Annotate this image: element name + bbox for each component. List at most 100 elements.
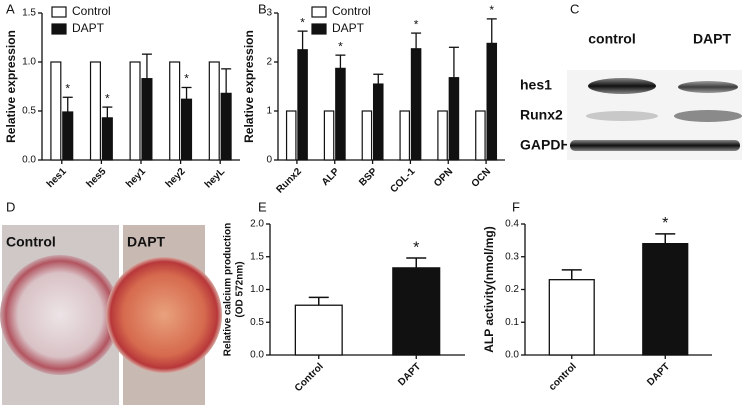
bar bbox=[141, 78, 153, 161]
x-tick-label: hes1 bbox=[45, 166, 69, 190]
y-axis-label: ALP activity(nmol/mg) bbox=[482, 226, 496, 352]
photo-panel: D Control DAPT bbox=[0, 199, 222, 405]
y-axis-label: Relative expression bbox=[4, 30, 18, 143]
y-tick-label: 3 bbox=[266, 8, 272, 19]
bar bbox=[399, 110, 411, 161]
bar bbox=[62, 111, 74, 161]
x-tick-label: heyL bbox=[203, 166, 227, 190]
y-tick-label: 0.5 bbox=[22, 106, 36, 117]
y-tick-label: 0.2 bbox=[505, 284, 519, 295]
bar bbox=[101, 117, 113, 161]
bar bbox=[642, 242, 689, 356]
blot-panel: C control DAPT hes1 Runx2 GAPDH bbox=[520, 1, 742, 160]
blot-row: Runx2 bbox=[520, 107, 563, 123]
significance: * bbox=[338, 39, 343, 53]
y-tick-label: 0 bbox=[266, 155, 272, 166]
y-tick-label: 0.5 bbox=[250, 317, 264, 328]
panel-letter: D bbox=[6, 199, 15, 214]
legend-swatch bbox=[311, 6, 327, 18]
bar bbox=[475, 110, 486, 161]
legend-swatch bbox=[51, 23, 67, 35]
photo-label: Control bbox=[6, 234, 56, 250]
y-tick-label: 2.0 bbox=[250, 219, 264, 230]
bar bbox=[437, 110, 448, 161]
blot-column: DAPT bbox=[693, 31, 732, 47]
legend-label: DAPT bbox=[332, 21, 365, 35]
y-tick-label: 1 bbox=[266, 106, 272, 117]
bar bbox=[372, 83, 384, 161]
y-tick-label: 0.4 bbox=[505, 219, 519, 230]
x-tick-label: hey1 bbox=[124, 166, 148, 190]
bar bbox=[323, 110, 335, 161]
blot-band bbox=[586, 111, 658, 121]
y-tick-label: 0.3 bbox=[505, 251, 519, 262]
y-tick-label: 2 bbox=[266, 57, 272, 68]
blot-band bbox=[570, 140, 740, 151]
significance: * bbox=[300, 15, 305, 29]
y-tick-label: 0.0 bbox=[505, 350, 519, 361]
blot-band bbox=[588, 78, 656, 94]
y-axis-label: Relative expression bbox=[242, 30, 256, 143]
bar bbox=[410, 48, 422, 161]
significance: * bbox=[662, 215, 668, 232]
dish bbox=[106, 257, 222, 373]
significance: * bbox=[414, 17, 419, 31]
x-tick-label: ALP bbox=[320, 166, 342, 188]
x-tick-label: DAPT bbox=[645, 361, 672, 388]
panel-letter: E bbox=[258, 199, 267, 214]
bar bbox=[50, 61, 62, 161]
x-tick-label: hey2 bbox=[164, 166, 188, 190]
bar bbox=[548, 279, 595, 356]
x-tick-label: OPN bbox=[432, 166, 455, 189]
blot-row: GAPDH bbox=[520, 137, 571, 153]
bar bbox=[208, 61, 220, 161]
x-tick-label: Control bbox=[293, 361, 326, 394]
x-tick-label: OCN bbox=[470, 166, 494, 190]
panel-letter: A bbox=[6, 1, 15, 16]
legend-label: Control bbox=[332, 4, 371, 18]
bar bbox=[486, 42, 498, 161]
bar bbox=[294, 304, 343, 356]
blot-column: control bbox=[588, 31, 635, 47]
bar bbox=[448, 77, 460, 161]
bar bbox=[129, 61, 141, 161]
photo-label: DAPT bbox=[127, 234, 166, 250]
bar bbox=[220, 92, 232, 161]
bar bbox=[285, 110, 297, 161]
significance: * bbox=[184, 72, 189, 86]
x-tick-label: control bbox=[547, 361, 579, 393]
bar bbox=[89, 61, 101, 161]
y-tick-label: 0.0 bbox=[22, 155, 36, 166]
significance: * bbox=[65, 81, 70, 95]
bar bbox=[361, 110, 373, 161]
y-tick-label: 0.1 bbox=[505, 317, 519, 328]
legend-label: Control bbox=[72, 4, 111, 18]
y-tick-label: 1.0 bbox=[22, 57, 36, 68]
y-tick-label: 0.0 bbox=[250, 350, 264, 361]
bar bbox=[335, 67, 346, 161]
legend-swatch bbox=[311, 23, 327, 35]
bar bbox=[297, 49, 308, 161]
panel-letter: F bbox=[512, 199, 520, 214]
y-tick-label: 1.5 bbox=[250, 251, 264, 262]
x-tick-label: Runx2 bbox=[275, 166, 305, 196]
panel-letter: C bbox=[570, 1, 579, 16]
blot-row: hes1 bbox=[520, 77, 552, 93]
bar bbox=[181, 98, 193, 161]
blot-band bbox=[678, 81, 738, 93]
significance: * bbox=[105, 91, 110, 105]
blot-band bbox=[674, 110, 742, 122]
panel-letter: B bbox=[258, 1, 267, 16]
x-tick-label: DAPT bbox=[396, 361, 423, 388]
significance: * bbox=[413, 239, 419, 256]
bar bbox=[392, 267, 441, 356]
x-tick-label: COL-1 bbox=[388, 166, 417, 195]
significance: * bbox=[489, 3, 494, 17]
y-axis-label: (OD 572nm) bbox=[235, 261, 246, 317]
x-tick-label: hes5 bbox=[84, 166, 108, 190]
dish bbox=[0, 255, 120, 375]
y-axis-label: Relative calcium production bbox=[223, 223, 234, 356]
bar bbox=[169, 61, 181, 161]
legend-label: DAPT bbox=[72, 21, 105, 35]
